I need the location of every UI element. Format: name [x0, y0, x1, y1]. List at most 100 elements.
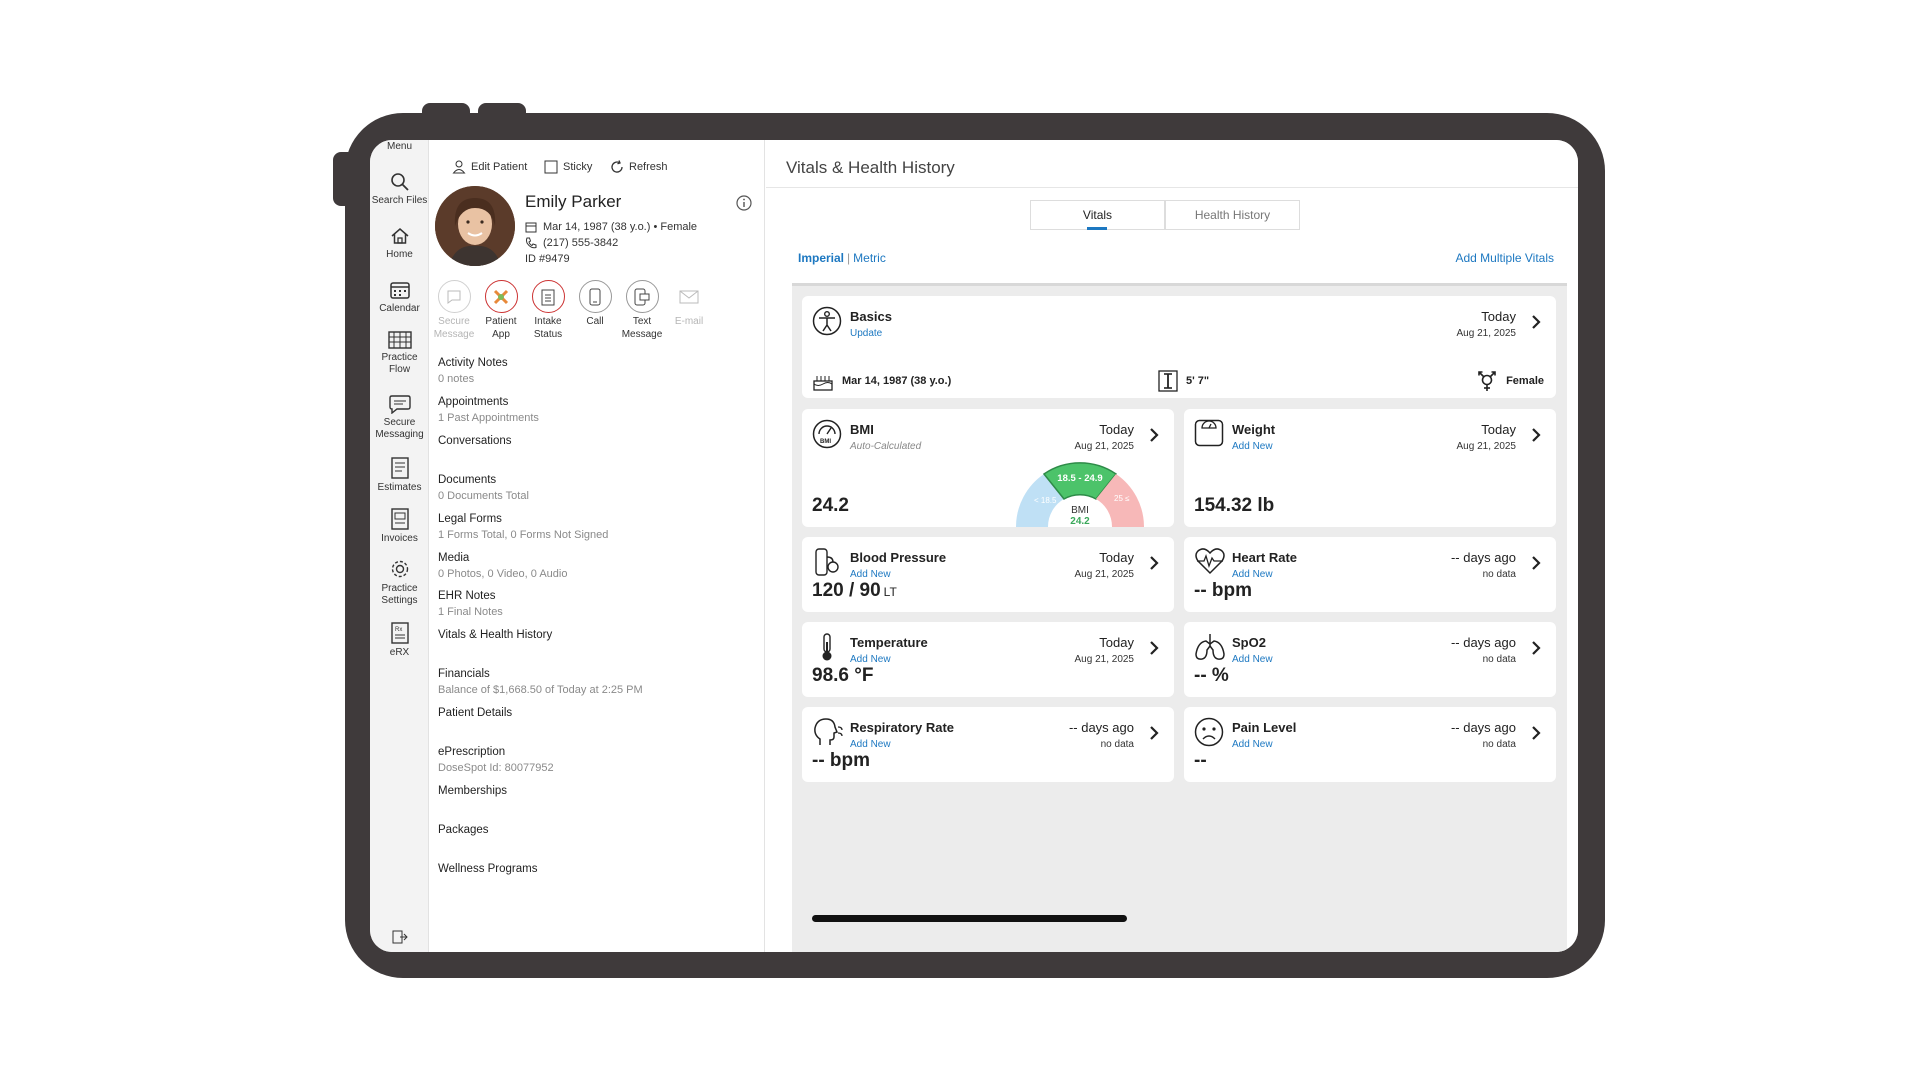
section-packages[interactable]: Packages: [438, 824, 489, 836]
card-when: -- days ago: [1068, 720, 1134, 735]
rail-calendar[interactable]: Calendar: [370, 280, 429, 315]
text-message-button[interactable]: Text Message: [617, 280, 667, 341]
text-message-icon: [634, 288, 650, 305]
chevron-right-icon[interactable]: [1149, 427, 1159, 448]
intake-status-button[interactable]: Intake Status: [523, 280, 573, 341]
chevron-right-icon[interactable]: [1149, 555, 1159, 576]
rail-label: Practice: [381, 583, 418, 594]
rail-practice-settings[interactable]: Practice Settings: [370, 558, 429, 607]
chevron-right-icon[interactable]: [1531, 640, 1541, 661]
app-screen: Menu Search Files Home Calendar Practice…: [370, 140, 1578, 952]
add-new-link[interactable]: Add New: [1232, 441, 1273, 452]
weight-card[interactable]: Weight Add New Today Aug 21, 2025 154.32…: [1184, 409, 1556, 527]
rail-erx[interactable]: Rx eRX: [370, 622, 429, 659]
auto-calculated-label: Auto-Calculated: [850, 441, 922, 452]
chevron-right-icon[interactable]: [1531, 725, 1541, 746]
chevron-right-icon[interactable]: [1531, 555, 1541, 576]
info-icon[interactable]: [736, 195, 752, 216]
add-multiple-vitals-link[interactable]: Add Multiple Vitals: [1455, 251, 1555, 265]
section-sub: 1 Final Notes: [438, 606, 503, 618]
rail-estimates[interactable]: Estimates: [370, 457, 429, 494]
edit-patient-button[interactable]: Edit Patient: [452, 160, 527, 174]
chevron-right-icon[interactable]: [1531, 314, 1541, 335]
pain-level-card[interactable]: Pain Level Add New -- days ago no data -…: [1184, 707, 1556, 782]
temperature-card[interactable]: Temperature Add New Today Aug 21, 2025 9…: [802, 622, 1174, 697]
rail-search-files[interactable]: Search Files: [370, 172, 429, 207]
card-title: BMI: [850, 422, 874, 437]
estimates-icon: [390, 457, 409, 479]
add-new-link[interactable]: Add New: [1232, 739, 1273, 750]
section-legal-forms[interactable]: Legal Forms: [438, 513, 502, 525]
spo2-value: -- %: [1194, 665, 1229, 687]
chevron-right-icon[interactable]: [1149, 640, 1159, 661]
patient-app-button[interactable]: Patient App: [476, 280, 526, 341]
rail-label: Flow: [388, 364, 411, 375]
chevron-right-icon[interactable]: [1531, 427, 1541, 448]
section-vitals-health-history[interactable]: Vitals & Health History: [438, 629, 553, 641]
body-icon: [812, 306, 842, 341]
vitals-main: Vitals & Health History Vitals Health Hi…: [766, 140, 1578, 952]
spo2-card[interactable]: SpO2 Add New -- days ago no data -- %: [1184, 622, 1556, 697]
section-financials[interactable]: Financials: [438, 668, 490, 680]
bmi-card[interactable]: BMI BMI Auto-Calculated Today Aug 21, 20…: [802, 409, 1174, 527]
rail-secure-messaging[interactable]: Secure Messaging: [370, 394, 429, 441]
horizontal-scrollbar[interactable]: [812, 915, 1127, 922]
clipboard-icon: [541, 289, 555, 305]
card-when: Today: [1099, 422, 1134, 437]
menu-button[interactable]: Menu: [386, 141, 412, 152]
section-eprescription[interactable]: ePrescription: [438, 746, 506, 758]
add-new-link[interactable]: Add New: [850, 569, 891, 580]
mail-icon: [679, 290, 699, 303]
rail-logout[interactable]: [370, 930, 429, 947]
respiratory-rate-card[interactable]: Respiratory Rate Add New -- days ago no …: [802, 707, 1174, 782]
vitals-grid: Basics Update Today Aug 21, 2025 Mar 14,…: [792, 283, 1567, 952]
add-new-link[interactable]: Add New: [1232, 569, 1273, 580]
patient-dob-row: Mar 14, 1987 (38 y.o.) • Female: [525, 221, 697, 233]
card-date: Aug 21, 2025: [1456, 441, 1517, 452]
section-conversations[interactable]: Conversations: [438, 435, 512, 447]
card-when: Today: [1481, 309, 1516, 324]
chevron-right-icon[interactable]: [1149, 725, 1159, 746]
add-new-link[interactable]: Add New: [1232, 654, 1273, 665]
pain-value: --: [1194, 750, 1207, 772]
section-memberships[interactable]: Memberships: [438, 785, 508, 797]
patient-phone: (217) 555-3842: [543, 237, 619, 249]
section-patient-details[interactable]: Patient Details: [438, 707, 513, 719]
rail-practice-flow[interactable]: Practice Flow: [370, 331, 429, 376]
sticky-button[interactable]: Sticky: [544, 160, 592, 174]
update-link[interactable]: Update: [850, 328, 883, 339]
tab-vitals[interactable]: Vitals: [1030, 200, 1165, 230]
basics-dob-text: Mar 14, 1987 (38 y.o.): [842, 375, 952, 387]
section-media[interactable]: Media: [438, 552, 470, 564]
blood-pressure-card[interactable]: Blood Pressure Add New Today Aug 21, 202…: [802, 537, 1174, 612]
call-button[interactable]: Call: [570, 280, 620, 328]
add-new-link[interactable]: Add New: [850, 739, 891, 750]
rail-invoices[interactable]: Invoices: [370, 508, 429, 545]
section-appointments[interactable]: Appointments: [438, 396, 509, 408]
message-icon: [388, 395, 411, 414]
erx-icon: Rx: [390, 622, 409, 644]
section-wellness-programs[interactable]: Wellness Programs: [438, 863, 538, 875]
rail-label: Messaging: [375, 429, 424, 440]
unit-metric[interactable]: Metric: [853, 251, 886, 265]
heart-rate-card[interactable]: Heart Rate Add New -- days ago no data -…: [1184, 537, 1556, 612]
section-documents[interactable]: Documents: [438, 474, 497, 486]
secure-message-button[interactable]: Secure Message: [429, 280, 479, 341]
home-icon: [391, 228, 408, 244]
rail-home[interactable]: Home: [370, 226, 429, 261]
action-label: App: [492, 329, 510, 340]
refresh-button[interactable]: Refresh: [610, 160, 668, 174]
email-button[interactable]: E-mail: [664, 280, 714, 328]
unit-imperial[interactable]: Imperial: [798, 251, 845, 265]
add-new-link[interactable]: Add New: [850, 654, 891, 665]
gauge-low-label: < 18.5: [1034, 496, 1057, 505]
section-sub: Balance of $1,668.50 of Today at 2:25 PM: [438, 684, 643, 696]
section-activity-notes[interactable]: Activity Notes: [438, 357, 508, 369]
tab-health-history[interactable]: Health History: [1165, 200, 1300, 230]
scale-icon: [1194, 419, 1224, 452]
section-ehr-notes[interactable]: EHR Notes: [438, 590, 496, 602]
gauge-high-label: 25 ≤: [1114, 494, 1130, 503]
basics-dob: Mar 14, 1987 (38 y.o.): [812, 370, 951, 392]
basics-card[interactable]: Basics Update Today Aug 21, 2025 Mar 14,…: [802, 296, 1556, 398]
basics-sex: Female: [1476, 370, 1544, 392]
